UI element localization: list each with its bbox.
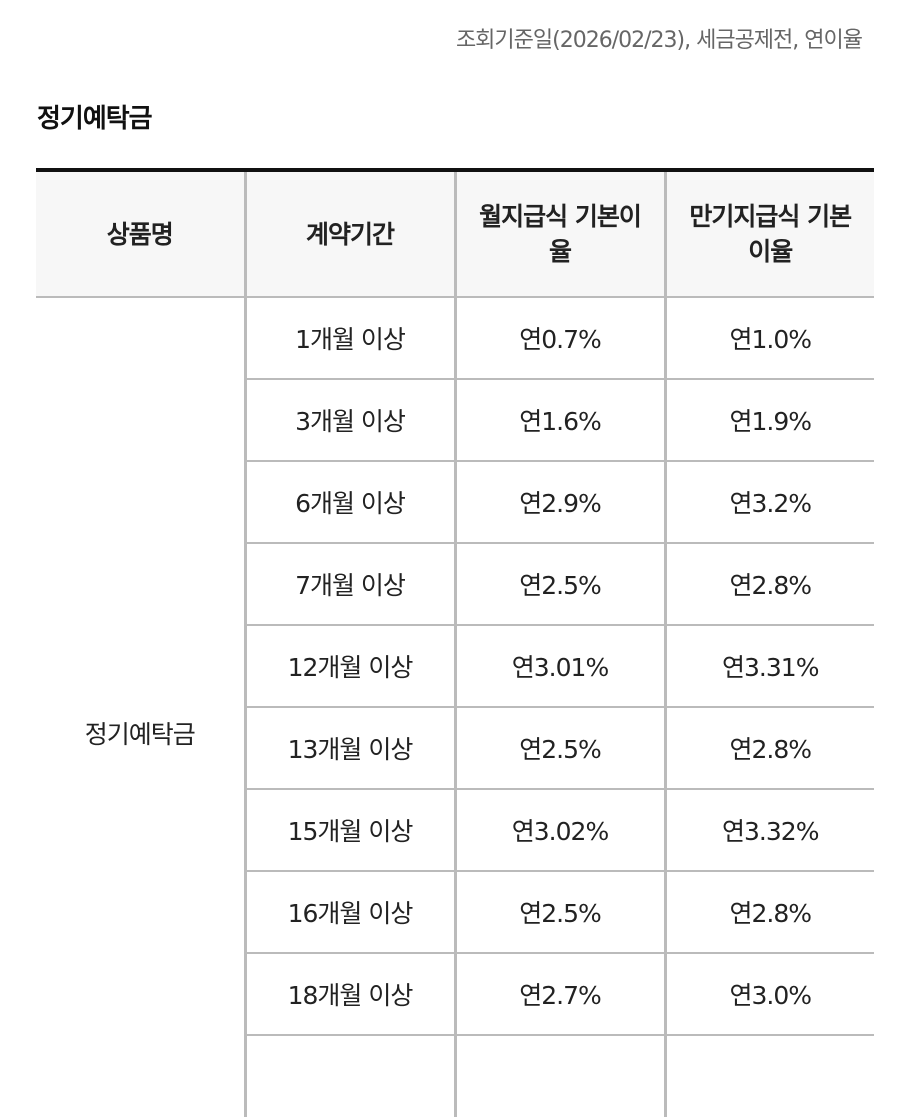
interest-rate-table: 상품명 계약기간 월지급식 기본이율 만기지급식 기본이율 정기예탁금 1개월 …	[36, 168, 874, 1117]
table-row: 12개월 이상 연3.01% 연3.31%	[36, 625, 874, 708]
table-header-row: 상품명 계약기간 월지급식 기본이율 만기지급식 기본이율	[36, 168, 874, 298]
monthly-rate-cell: 연2.9%	[453, 461, 665, 544]
term-cell: 7개월 이상	[243, 543, 455, 626]
table-row: 18개월 이상 연2.7% 연3.0%	[36, 953, 874, 1036]
maturity-rate-cell: 연2.8%	[663, 871, 874, 954]
maturity-rate-cell: 연1.0%	[663, 297, 874, 380]
product-name-cell: 정기예탁금	[84, 719, 196, 749]
monthly-rate-cell: 연0.7%	[453, 297, 665, 380]
section-title: 정기예탁금	[37, 104, 153, 134]
maturity-rate-cell: 연3.0%	[663, 953, 874, 1036]
header-maturity-rate: 만기지급식 기본이율	[663, 168, 874, 298]
header-monthly-rate: 월지급식 기본이율	[453, 168, 665, 298]
maturity-rate-cell: 연2.8%	[663, 707, 874, 790]
maturity-rate-cell: 연3.31%	[663, 625, 874, 708]
monthly-rate-cell: 연2.7%	[453, 953, 665, 1036]
table-row: 16개월 이상 연2.5% 연2.8%	[36, 871, 874, 954]
maturity-rate-cell: 연2.8%	[663, 543, 874, 626]
maturity-rate-cell: 연1.9%	[663, 379, 874, 462]
header-contract-term: 계약기간	[243, 168, 455, 298]
term-cell: 13개월 이상	[243, 707, 455, 790]
term-cell: 15개월 이상	[243, 789, 455, 872]
monthly-rate-cell: 연2.5%	[453, 871, 665, 954]
maturity-rate-cell: 연3.32%	[663, 789, 874, 872]
monthly-rate-cell: 연2.5%	[453, 543, 665, 626]
term-cell: 12개월 이상	[243, 625, 455, 708]
term-cell: 3개월 이상	[243, 379, 455, 462]
monthly-rate-cell: 연3.01%	[453, 625, 665, 708]
term-cell: 16개월 이상	[243, 871, 455, 954]
monthly-rate-cell: 연1.6%	[453, 379, 665, 462]
table-row: 13개월 이상 연2.5% 연2.8%	[36, 707, 874, 790]
table-row: 15개월 이상 연3.02% 연3.32%	[36, 789, 874, 872]
term-cell	[243, 1035, 455, 1117]
inquiry-date-notice: 조회기준일(2026/02/23), 세금공제전, 연이율	[455, 28, 863, 53]
table-row: 3개월 이상 연1.6% 연1.9%	[36, 379, 874, 462]
maturity-rate-cell	[663, 1035, 874, 1117]
table-row: 6개월 이상 연2.9% 연3.2%	[36, 461, 874, 544]
table-row: 7개월 이상 연2.5% 연2.8%	[36, 543, 874, 626]
term-cell: 6개월 이상	[243, 461, 455, 544]
term-cell: 1개월 이상	[243, 297, 455, 380]
monthly-rate-cell	[453, 1035, 665, 1117]
monthly-rate-cell: 연2.5%	[453, 707, 665, 790]
term-cell: 18개월 이상	[243, 953, 455, 1036]
header-product-name: 상품명	[36, 168, 245, 298]
monthly-rate-cell: 연3.02%	[453, 789, 665, 872]
maturity-rate-cell: 연3.2%	[663, 461, 874, 544]
table-row: 정기예탁금 1개월 이상 연0.7% 연1.0%	[36, 297, 874, 749]
